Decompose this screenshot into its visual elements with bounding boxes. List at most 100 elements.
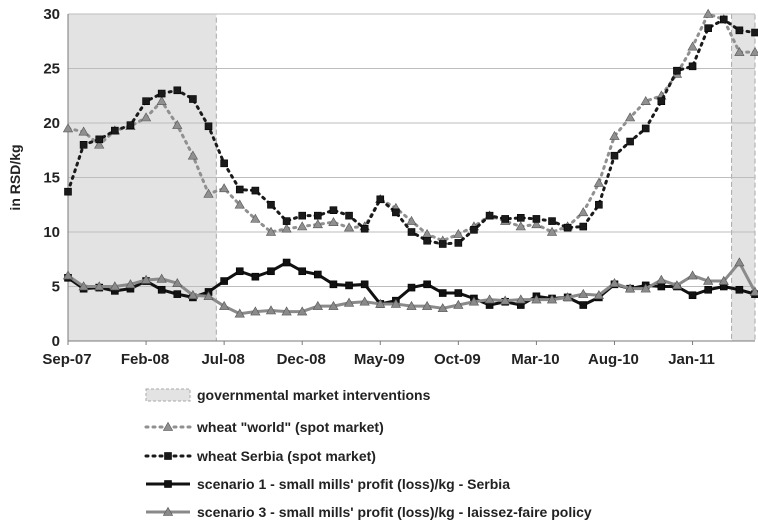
data-point — [624, 283, 636, 293]
legend-label: scenario 3 - small mills' profit (loss)/… — [197, 504, 592, 520]
data-point — [250, 306, 261, 316]
x-tick-label: Feb-08 — [121, 351, 169, 368]
data-point — [220, 159, 228, 168]
data-point — [328, 216, 339, 226]
data-point — [94, 139, 105, 149]
legend-item-interventions: governmental market interventions — [145, 387, 431, 403]
data-point — [735, 285, 744, 294]
x-tick-label: Aug-10 — [588, 351, 639, 368]
y-tick-label: 30 — [43, 6, 60, 23]
data-point — [234, 199, 245, 209]
series-lines — [62, 8, 758, 318]
data-point — [610, 151, 619, 160]
data-point — [345, 281, 353, 290]
data-point — [265, 305, 277, 315]
data-point — [62, 270, 74, 280]
data-point — [78, 281, 89, 291]
legend-marker — [164, 452, 172, 460]
data-point — [187, 290, 199, 299]
legend-label: wheat Serbia (spot market) — [196, 448, 376, 464]
data-point — [203, 291, 214, 301]
data-point — [453, 299, 464, 309]
data-point — [251, 186, 260, 195]
data-point — [157, 285, 166, 294]
data-point — [563, 223, 572, 232]
data-point — [406, 215, 417, 225]
x-tick-label: Jul-08 — [201, 351, 244, 368]
data-point — [734, 257, 745, 267]
data-point — [609, 278, 620, 287]
data-point — [531, 294, 542, 304]
axes: 0 5 10 15 20 25 30 Sep-07 Feb-08 Jul-08 Dec-08 May-… — [42, 6, 755, 368]
data-point — [421, 228, 433, 238]
data-point — [109, 281, 120, 291]
data-point — [595, 200, 603, 209]
data-point — [562, 292, 573, 302]
data-point — [297, 306, 308, 316]
data-point — [453, 228, 464, 238]
data-point — [172, 119, 183, 129]
data-point — [329, 280, 338, 289]
data-point — [719, 15, 728, 24]
data-point — [156, 95, 167, 105]
x-tick-label: Mar-10 — [511, 351, 559, 368]
data-point — [687, 41, 698, 51]
data-point — [343, 222, 355, 232]
data-point — [421, 300, 433, 310]
data-point — [125, 279, 136, 289]
legend-item-wheat-serbia: wheat Serbia (spot market) — [144, 448, 376, 464]
data-point — [454, 289, 463, 297]
data-point — [406, 300, 417, 310]
data-point — [298, 211, 307, 220]
data-point — [671, 280, 683, 290]
x-tick-label: Oct-09 — [434, 351, 481, 368]
data-point — [703, 275, 714, 285]
y-tick-label: 5 — [52, 279, 60, 296]
data-point — [312, 300, 323, 310]
x-tick-label: Dec-08 — [277, 351, 326, 368]
y-tick-label: 20 — [43, 115, 60, 132]
data-point — [579, 222, 588, 231]
legend-marker — [162, 506, 174, 516]
data-point — [312, 219, 323, 229]
data-point — [640, 95, 651, 105]
data-point — [173, 86, 182, 95]
data-point — [220, 277, 228, 285]
data-point — [531, 219, 542, 229]
data-point — [95, 135, 104, 144]
data-point — [438, 240, 447, 248]
data-point — [548, 217, 556, 225]
data-point — [749, 286, 758, 296]
data-point — [641, 124, 650, 133]
data-point — [704, 24, 712, 32]
data-point — [140, 112, 152, 122]
data-point — [546, 294, 558, 304]
y-tick-label: 0 — [52, 333, 60, 350]
data-point — [749, 46, 758, 56]
data-point — [298, 267, 307, 276]
series-wheat-serbia — [64, 15, 758, 248]
legend-item-scenario-1: scenario 1 - small mills' profit (loss)/… — [146, 476, 510, 492]
data-point — [626, 137, 634, 146]
data-point — [656, 274, 667, 284]
data-point — [751, 28, 758, 37]
data-point — [609, 130, 620, 140]
data-point — [140, 274, 152, 284]
data-point — [64, 187, 72, 196]
data-point — [94, 281, 105, 291]
data-point — [360, 280, 369, 289]
data-point — [376, 195, 385, 204]
data-point — [485, 211, 494, 220]
data-point — [392, 208, 400, 217]
data-point — [718, 275, 729, 285]
legend-label: scenario 1 - small mills' profit (loss)/… — [197, 476, 510, 492]
data-point — [281, 223, 292, 233]
data-point — [204, 122, 213, 131]
y-tick-label: 10 — [43, 224, 60, 241]
data-point — [673, 66, 681, 75]
data-point — [470, 226, 478, 234]
data-point — [423, 280, 431, 289]
data-point — [219, 183, 230, 193]
data-point — [735, 26, 744, 35]
legend-label: governmental market interventions — [197, 387, 431, 403]
